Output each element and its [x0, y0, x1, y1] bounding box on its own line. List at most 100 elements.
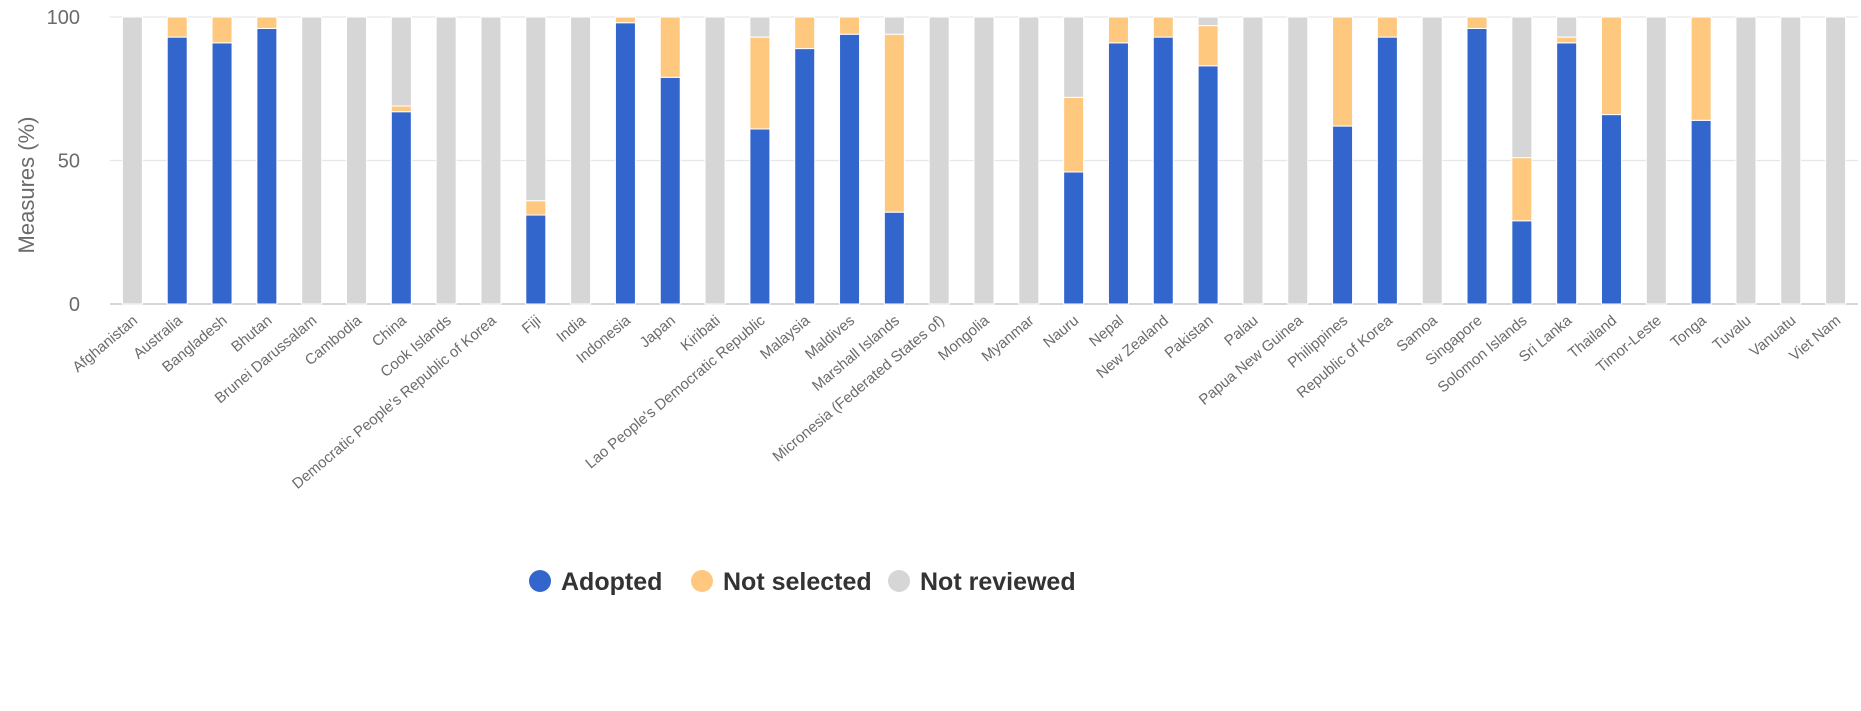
- legend-item[interactable]: Not reviewed: [888, 568, 1076, 596]
- bar-stack: [1466, 16, 1488, 305]
- bar-segment-not-reviewed: [525, 16, 547, 202]
- bar-stack: [614, 16, 636, 305]
- bar-stack: [1242, 16, 1264, 305]
- bar-stack: [1107, 16, 1129, 305]
- bar-segment-not-reviewed: [1018, 16, 1040, 305]
- y-tick-label: 100: [47, 7, 80, 29]
- bar-segment-not-reviewed: [1242, 16, 1264, 305]
- bar-segment-not-selected: [1690, 16, 1712, 121]
- bar-segment-adopted: [1556, 42, 1578, 305]
- bar-stack: [1152, 16, 1174, 305]
- bar-segment-not-selected: [749, 36, 771, 130]
- x-tick-label: Japan: [637, 312, 679, 351]
- bar-stack: [570, 16, 592, 305]
- bar-stack: [1825, 16, 1847, 305]
- y-axis-title: Measures (%): [14, 117, 39, 254]
- legend-marker: [888, 570, 910, 592]
- bar-segment-adopted: [1152, 36, 1174, 305]
- bar-stack: [659, 16, 681, 305]
- bar-segment-not-reviewed: [1735, 16, 1757, 305]
- legend-item[interactable]: Not selected: [691, 568, 872, 596]
- legend-marker: [529, 570, 551, 592]
- bar-segment-not-reviewed: [883, 16, 905, 35]
- bar-segment-not-selected: [659, 16, 681, 78]
- bar-stack: [1511, 16, 1533, 305]
- bar-segment-adopted: [1511, 220, 1533, 305]
- bar-segment-adopted: [1063, 171, 1085, 305]
- bar-segment-not-selected: [839, 16, 861, 35]
- bar-stack: [390, 16, 412, 305]
- bar-stack: [1690, 16, 1712, 305]
- bar-segment-not-selected: [1332, 16, 1354, 127]
- bar-segment-not-reviewed: [1645, 16, 1667, 305]
- bar-segment-not-reviewed: [1825, 16, 1847, 305]
- bar-stack: [1735, 16, 1757, 305]
- x-tick-label: Palau: [1221, 312, 1261, 350]
- bar-segment-not-selected: [1556, 36, 1578, 44]
- bar-stack: [704, 16, 726, 305]
- bar-segment-not-reviewed: [121, 16, 143, 305]
- bar-stack: [256, 16, 278, 305]
- bar-segment-not-selected: [1063, 96, 1085, 173]
- bar-stack: [525, 16, 547, 305]
- x-tick-label: Tonga: [1667, 312, 1710, 352]
- bar-segment-not-selected: [166, 16, 188, 38]
- bar-segment-not-reviewed: [346, 16, 368, 305]
- bar-segment-not-reviewed: [390, 16, 412, 107]
- bar-stack: [973, 16, 995, 305]
- bar-segment-adopted: [659, 76, 681, 305]
- bar-segment-not-reviewed: [1197, 16, 1219, 27]
- bar-stack: [301, 16, 323, 305]
- bar-stack: [166, 16, 188, 305]
- bar-stack: [1421, 16, 1443, 305]
- bar-segment-adopted: [166, 36, 188, 305]
- x-tick-label: Pakistan: [1162, 312, 1217, 362]
- x-tick-label: Nauru: [1040, 312, 1082, 351]
- bar-stack: [1645, 16, 1667, 305]
- bar-stack: [1197, 16, 1219, 305]
- bar-segment-not-selected: [1107, 16, 1129, 44]
- y-tick-label: 50: [58, 151, 80, 173]
- bar-segment-adopted: [749, 128, 771, 305]
- bar-segment-adopted: [839, 33, 861, 305]
- bar-stack: [883, 16, 905, 305]
- bar-stack: [1287, 16, 1309, 305]
- legend-item[interactable]: Adopted: [529, 568, 662, 596]
- bar-segment-not-reviewed: [301, 16, 323, 305]
- legend: Adopted Not selected Not reviewed: [529, 568, 1076, 596]
- bar-stack: [749, 16, 771, 305]
- bars: [121, 16, 1847, 305]
- bar-segment-not-selected: [1511, 157, 1533, 222]
- x-axis: AfghanistanAustraliaBangladeshBhutanBrun…: [69, 312, 1844, 493]
- bar-segment-not-reviewed: [928, 16, 950, 305]
- x-tick-label: Democratic People's Republic of Korea: [289, 312, 500, 493]
- x-tick-label: India: [553, 312, 589, 346]
- bar-segment-not-reviewed: [749, 16, 771, 38]
- legend-label: Not reviewed: [920, 568, 1076, 596]
- bar-segment-adopted: [211, 42, 233, 305]
- bar-segment-not-reviewed: [1421, 16, 1443, 305]
- bar-segment-not-selected: [1466, 16, 1488, 29]
- bar-stack: [211, 16, 233, 305]
- y-tick-label: 0: [69, 294, 80, 316]
- bar-segment-adopted: [1197, 65, 1219, 305]
- bar-segment-not-selected: [1600, 16, 1622, 116]
- bar-segment-adopted: [1332, 125, 1354, 305]
- bar-segment-not-reviewed: [1287, 16, 1309, 305]
- bar-segment-not-selected: [883, 33, 905, 213]
- bar-segment-not-selected: [256, 16, 278, 29]
- y-axis: 0 50 100: [47, 7, 80, 316]
- bar-stack: [1332, 16, 1354, 305]
- legend-marker: [691, 570, 713, 592]
- bar-segment-not-reviewed: [435, 16, 457, 305]
- bar-segment-not-reviewed: [704, 16, 726, 305]
- bar-stack: [1063, 16, 1085, 305]
- bar-segment-adopted: [1600, 114, 1622, 305]
- bar-stack: [346, 16, 368, 305]
- bar-segment-not-reviewed: [973, 16, 995, 305]
- legend-label: Adopted: [561, 568, 662, 596]
- bar-stack: [1376, 16, 1398, 305]
- bar-segment-adopted: [1466, 27, 1488, 305]
- bar-segment-adopted: [390, 111, 412, 305]
